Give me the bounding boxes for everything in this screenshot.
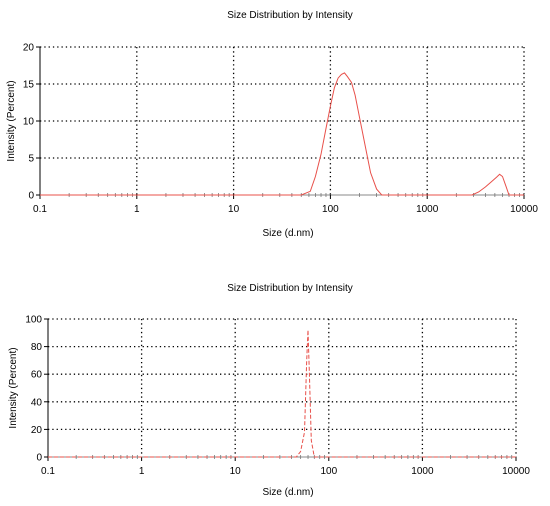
- y-tick-label: 20: [31, 425, 43, 436]
- series-line-1: [40, 72, 524, 196]
- y-tick-label: 5: [28, 154, 34, 165]
- x-tick-label: 100: [322, 204, 339, 215]
- x-tick-label: 10000: [510, 204, 538, 215]
- x-axis-label: Size (d.nm): [262, 228, 313, 239]
- y-axis-label: Intensity (Percent): [6, 80, 17, 161]
- x-tick-label: 1000: [411, 466, 434, 477]
- chart-title: Size Distribution by Intensity: [227, 283, 353, 294]
- y-tick-label: 40: [31, 397, 43, 408]
- x-tick-label: 10: [228, 204, 240, 215]
- x-tick-label: 10: [230, 466, 242, 477]
- y-tick-label: 15: [23, 80, 35, 91]
- chart-title: Size Distribution by Intensity: [227, 10, 353, 21]
- chart-2: Size Distribution by Intensity 0.1 1 10 100 1…: [8, 283, 530, 498]
- x-tick-label: 0.1: [41, 466, 55, 477]
- x-tick-label: 0.1: [33, 204, 47, 215]
- y-tick-label: 80: [31, 342, 43, 353]
- y-tick-label: 10: [23, 117, 35, 128]
- y-axis-label: Intensity (Percent): [8, 347, 19, 428]
- y-tick-label: 0: [36, 453, 42, 464]
- x-tick-label: 1: [134, 204, 140, 215]
- x-axis-label: Size (d.nm): [262, 487, 313, 498]
- series-line-1: [48, 329, 516, 458]
- x-tick-label: 10000: [502, 466, 530, 477]
- y-tick-label: 20: [23, 43, 35, 54]
- x-tick-label: 1: [139, 466, 145, 477]
- y-tick-label: 60: [31, 370, 43, 381]
- y-tick-label: 0: [28, 191, 34, 202]
- x-tick-label: 1000: [416, 204, 439, 215]
- y-tick-label: 100: [25, 315, 42, 326]
- x-tick-label: 100: [320, 466, 337, 477]
